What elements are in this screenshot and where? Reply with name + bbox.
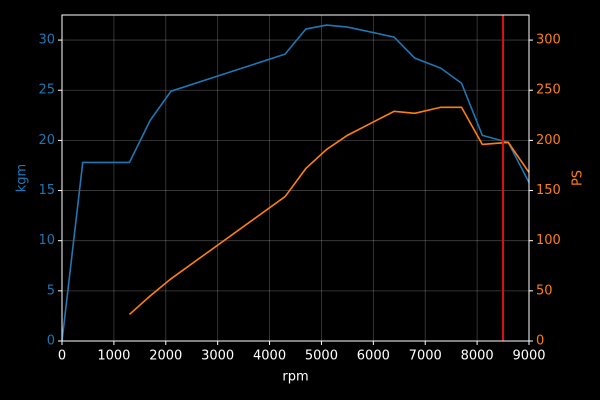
series-line bbox=[128, 106, 530, 316]
x-axis-label: rpm bbox=[282, 370, 308, 385]
y-tick-label: 30 bbox=[38, 33, 55, 48]
y2-tick-label: 0 bbox=[536, 334, 544, 349]
x-tick-label: 8000 bbox=[461, 349, 494, 364]
y2-tick-label: 300 bbox=[536, 33, 561, 48]
y2-tick-label: 100 bbox=[536, 233, 561, 248]
y-axis-label: kgm bbox=[15, 164, 30, 192]
y2-tick-label: 200 bbox=[536, 133, 561, 148]
y2-tick-label: 50 bbox=[536, 283, 553, 298]
x-tick-label: 2000 bbox=[149, 349, 182, 364]
y2-tick-label: 150 bbox=[536, 183, 561, 198]
y2-tick-label: 250 bbox=[536, 83, 561, 98]
y-tick-label: 15 bbox=[38, 183, 55, 198]
y-tick-label: 5 bbox=[47, 283, 55, 298]
x-tick-label: 1000 bbox=[97, 349, 130, 364]
y2-axis-label: PS bbox=[571, 170, 586, 186]
series-line bbox=[61, 24, 530, 342]
y-tick-label: 10 bbox=[38, 233, 55, 248]
x-tick-label: 7000 bbox=[409, 349, 442, 364]
y-tick-label: 25 bbox=[38, 83, 55, 98]
x-tick-label: 6000 bbox=[357, 349, 390, 364]
x-tick-label: 4000 bbox=[253, 349, 286, 364]
x-tick-label: 3000 bbox=[201, 349, 234, 364]
y-tick-label: 20 bbox=[38, 133, 55, 148]
x-tick-label: 0 bbox=[58, 349, 66, 364]
x-tick-label: 5000 bbox=[305, 349, 338, 364]
y-tick-label: 0 bbox=[47, 334, 55, 349]
plot-frame bbox=[61, 14, 530, 342]
x-tick-label: 9000 bbox=[512, 349, 545, 364]
